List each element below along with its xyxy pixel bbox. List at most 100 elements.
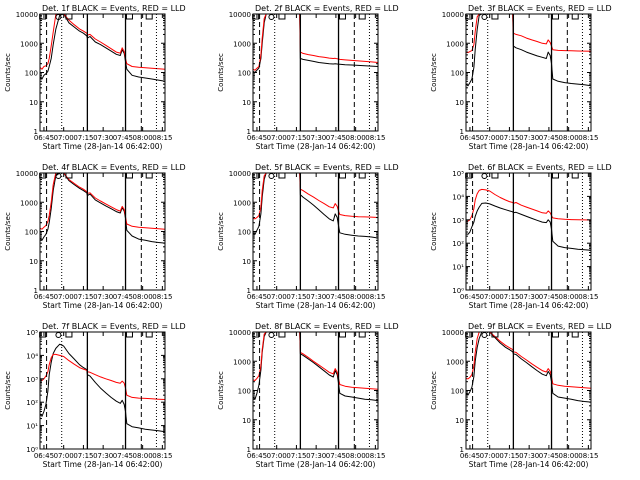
u-marker <box>145 14 153 20</box>
u-marker <box>358 14 366 20</box>
lld-series-line <box>465 188 592 222</box>
y-tick-label: 1 <box>460 128 464 136</box>
x-tick-label: 06:45 <box>247 452 267 460</box>
y-tick-label: 1000 <box>20 199 38 207</box>
x-tick-label: 08:15 <box>365 134 385 142</box>
u-marker <box>551 173 559 179</box>
y-axis-label: Counts/sec <box>430 371 438 410</box>
chart-panel: Det. 2f BLACK = Events, RED = LLD 1 10 100 1… <box>217 4 399 151</box>
y-tick-label: 1000 <box>233 40 251 48</box>
u-marker <box>338 173 346 179</box>
x-tick-label: 07:30 <box>93 452 113 460</box>
panel-title: Det. 1f BLACK = Events, RED = LLD <box>42 4 186 13</box>
x-tick-label: 07:30 <box>519 134 539 142</box>
x-tick-label: 07:15 <box>73 134 93 142</box>
x-tick-label: 06:45 <box>460 452 480 460</box>
u-marker <box>338 14 346 20</box>
u-marker <box>491 173 499 179</box>
x-tick-label: 06:45 <box>34 293 54 301</box>
events-series-line <box>252 172 379 239</box>
lld-series-line <box>39 353 166 400</box>
u-marker <box>571 332 579 338</box>
x-axis-label: Start Time (28-Jan-14 06:42:00) <box>469 460 589 469</box>
lld-series-line <box>465 13 592 54</box>
panel-title: Det. 7f BLACK = Events, RED = LLD <box>42 322 186 331</box>
lld-series-line <box>252 172 379 220</box>
events-series-line <box>465 331 592 403</box>
events-series-line <box>39 343 166 433</box>
y-tick-label: 10000 <box>442 329 464 337</box>
x-tick-label: 08:15 <box>152 293 172 301</box>
y-tick-label: 100 <box>25 229 38 237</box>
y-tick-label: 1000 <box>233 358 251 366</box>
x-tick-label: 07:00 <box>267 134 287 142</box>
o-marker <box>268 173 275 179</box>
x-tick-label: 07:00 <box>54 134 74 142</box>
plot-frame <box>252 13 379 132</box>
y-tick-label: 10000 <box>442 11 464 19</box>
x-tick-label: 08:15 <box>365 452 385 460</box>
x-tick-label: 07:00 <box>267 293 287 301</box>
u-marker <box>65 332 73 338</box>
x-tick-label: 08:15 <box>578 452 598 460</box>
plot-frame <box>465 172 592 291</box>
u-marker <box>571 173 579 179</box>
events-series-line <box>465 13 592 87</box>
x-tick-label: 07:45 <box>113 452 133 460</box>
x-tick-label: 08:00 <box>559 293 579 301</box>
y-axis-label: Counts/sec <box>4 212 12 251</box>
x-tick-label: 08:15 <box>152 452 172 460</box>
y-tick-label: 100 <box>238 70 251 78</box>
lld-series-line <box>39 172 166 230</box>
lld-series-line <box>252 331 379 390</box>
o-marker <box>268 14 275 20</box>
u-marker <box>551 332 559 338</box>
x-tick-label: 07:30 <box>519 452 539 460</box>
x-tick-label: 07:30 <box>93 293 113 301</box>
o-marker <box>481 173 488 179</box>
y-tick-label: 1 <box>460 446 464 454</box>
x-tick-label: 08:00 <box>346 293 366 301</box>
x-tick-label: 06:45 <box>247 293 267 301</box>
x-tick-label: 07:00 <box>480 452 500 460</box>
u-marker <box>65 14 73 20</box>
events-series-line <box>465 202 592 251</box>
plot-frame <box>39 331 166 450</box>
x-tick-label: 07:15 <box>73 452 93 460</box>
y-axis-label: Counts/sec <box>430 53 438 92</box>
y-tick-label: 10² <box>452 240 464 248</box>
o-marker <box>481 332 488 338</box>
y-tick-label: 100 <box>25 70 38 78</box>
x-tick-label: 07:45 <box>539 452 559 460</box>
y-tick-label: 10⁵ <box>26 329 38 337</box>
y-axis-label: Counts/sec <box>217 371 225 410</box>
x-tick-label: 06:45 <box>460 293 480 301</box>
u-marker <box>358 332 366 338</box>
y-tick-label: 1000 <box>20 40 38 48</box>
x-tick-label: 07:30 <box>306 134 326 142</box>
x-tick-label: 08:15 <box>152 134 172 142</box>
y-tick-label: 1 <box>247 446 251 454</box>
o-marker <box>481 14 488 20</box>
x-tick-label: 07:45 <box>539 293 559 301</box>
x-tick-label: 07:15 <box>499 134 519 142</box>
u-marker <box>491 332 499 338</box>
x-axis-label: Start Time (28-Jan-14 06:42:00) <box>43 142 163 151</box>
y-tick-label: 10⁴ <box>26 352 38 360</box>
x-tick-label: 07:45 <box>539 134 559 142</box>
x-tick-label: 08:00 <box>133 452 153 460</box>
u-marker <box>125 14 133 20</box>
y-tick-label: 100 <box>451 70 464 78</box>
y-tick-label: 10¹ <box>452 264 464 272</box>
x-axis-label: Start Time (28-Jan-14 06:42:00) <box>256 460 376 469</box>
x-tick-label: 07:15 <box>73 293 93 301</box>
y-tick-label: 100 <box>238 229 251 237</box>
u-marker <box>338 332 346 338</box>
u-marker <box>358 173 366 179</box>
x-tick-label: 06:45 <box>34 452 54 460</box>
y-tick-label: 1 <box>247 128 251 136</box>
panel-title: Det. 5f BLACK = Events, RED = LLD <box>255 163 399 172</box>
x-tick-label: 07:00 <box>480 134 500 142</box>
x-axis-label: Start Time (28-Jan-14 06:42:00) <box>469 301 589 310</box>
